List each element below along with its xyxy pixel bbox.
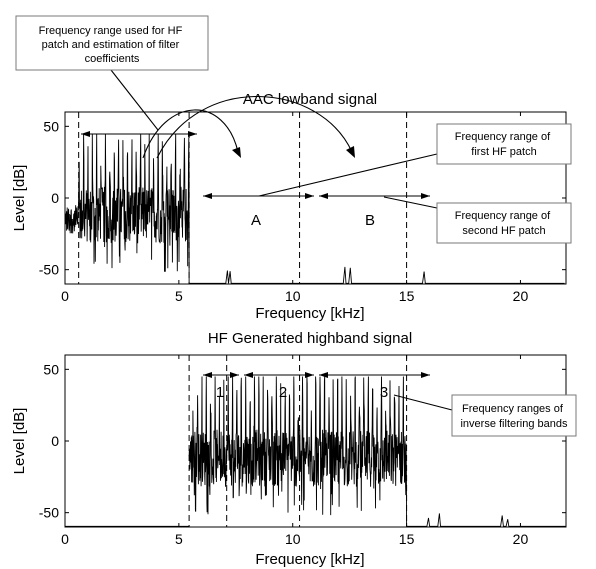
bottom-y-axis-label: Level [dB] (11, 408, 28, 475)
y-tick-label: 0 (51, 190, 59, 206)
patch-a-arrowhead-right (305, 193, 314, 199)
patch-curve-arrow-2 (156, 95, 353, 159)
x-tick-label: 10 (285, 531, 301, 547)
band-2-arrowhead-right (305, 372, 314, 378)
inverse-filtering-leader (393, 394, 453, 411)
second-patch-note: Frequency range of second HF patch (455, 210, 553, 237)
spectrum-trace (188, 376, 567, 527)
bottom-signal-trace (65, 376, 567, 527)
bottom-x-ticks: 0 5 10 15 20 (61, 355, 528, 547)
region-label-b: B (365, 212, 375, 229)
y-tick-label: 0 (51, 433, 59, 449)
band-label-2: 2 (279, 384, 287, 401)
filter-range-arrowhead-right (188, 131, 197, 137)
top-marker-lines (78, 112, 408, 284)
filter-range-note: Frequency range used for HF patch and es… (39, 25, 186, 65)
band-1-arrowhead-right (230, 372, 239, 378)
patch-curve-arrowhead-1 (232, 147, 241, 158)
band-label-3: 3 (380, 384, 388, 401)
filter-range-arrowhead-left (81, 131, 90, 137)
x-tick-label: 10 (285, 288, 301, 304)
patch-curve-arrowhead-2 (346, 146, 355, 158)
top-y-axis-label: Level [dB] (11, 165, 28, 232)
x-tick-label: 0 (61, 288, 69, 304)
first-patch-note-box (436, 123, 572, 165)
second-patch-note-box (436, 202, 572, 244)
x-tick-label: 5 (175, 288, 183, 304)
x-tick-label: 20 (513, 288, 529, 304)
y-tick-label: -50 (39, 262, 59, 278)
top-plot-title: AAC lowband signal (243, 91, 377, 108)
y-tick-label: -50 (39, 505, 59, 521)
x-tick-label: 20 (513, 531, 529, 547)
inverse-filtering-note-box (451, 394, 577, 437)
band-2-arrowhead-left (244, 372, 253, 378)
spectrum-trace (64, 133, 565, 284)
bottom-marker-lines (188, 355, 408, 527)
y-tick-label: 50 (43, 118, 59, 134)
y-tick-label: 50 (43, 361, 59, 377)
band-1-arrowhead-left (203, 372, 212, 378)
patch-b-arrowhead-right (421, 193, 430, 199)
band-3-arrowhead-left (319, 372, 328, 378)
patch-curve-arrow-1 (142, 109, 239, 159)
top-x-axis-label: Frequency [kHz] (255, 305, 364, 322)
second-patch-leader (383, 196, 438, 209)
bottom-y-ticks: 50 0 -50 (39, 361, 566, 521)
top-y-ticks: 50 0 -50 (39, 118, 566, 278)
first-patch-leader (258, 153, 438, 197)
patch-b-arrowhead-left (319, 193, 328, 199)
top-panel: AAC lowband signal 0 5 10 15 20 500-50 Frequ… (11, 15, 572, 322)
patch-a-arrowhead-left (203, 193, 212, 199)
filter-range-leader (110, 69, 159, 131)
x-tick-label: 5 (175, 531, 183, 547)
x-tick-label: 0 (61, 531, 69, 547)
top-signal-trace (64, 133, 565, 284)
filter-range-note-box (15, 15, 209, 71)
bottom-panel: HF Generated highband signal 0 5 10 15 20 50… (11, 330, 577, 568)
band-label-1: 1 (216, 384, 224, 401)
band-3-arrowhead-right (421, 372, 430, 378)
bottom-x-axis-label: Frequency [kHz] (255, 551, 364, 568)
x-tick-label: 15 (399, 531, 415, 547)
inverse-filtering-note: Frequency ranges of inverse filtering ba… (460, 403, 568, 430)
region-label-a: A (251, 212, 261, 229)
x-tick-label: 15 (399, 288, 415, 304)
bottom-plot-title: HF Generated highband signal (208, 330, 412, 347)
first-patch-note: Frequency range of first HF patch (455, 131, 553, 158)
